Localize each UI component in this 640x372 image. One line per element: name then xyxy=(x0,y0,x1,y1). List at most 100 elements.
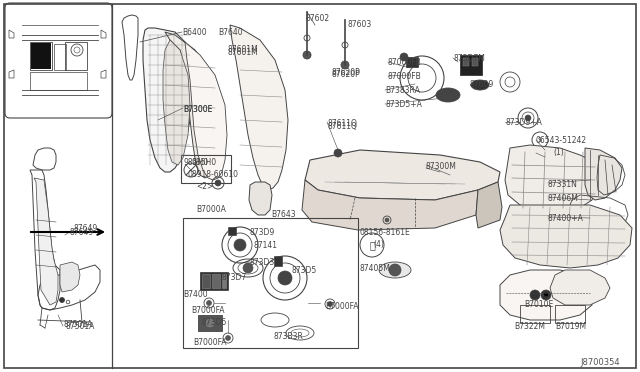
Text: 87620P: 87620P xyxy=(332,70,361,79)
Text: 87649: 87649 xyxy=(73,224,97,233)
Text: 873D5: 873D5 xyxy=(291,266,316,275)
Text: B7000FA: B7000FA xyxy=(191,306,225,315)
Polygon shape xyxy=(60,262,80,292)
Circle shape xyxy=(541,290,551,300)
Text: 87601M: 87601M xyxy=(228,45,259,54)
Text: 08156-8161E: 08156-8161E xyxy=(360,228,411,237)
Text: B7000FA: B7000FA xyxy=(325,302,358,311)
Text: S: S xyxy=(538,137,542,143)
Ellipse shape xyxy=(436,88,460,102)
Polygon shape xyxy=(505,145,600,212)
Bar xyxy=(30,72,87,90)
Polygon shape xyxy=(500,205,632,268)
Text: J8700354: J8700354 xyxy=(580,358,620,367)
Bar xyxy=(212,274,220,288)
Text: 87611Q: 87611Q xyxy=(327,119,357,128)
Text: 985H0: 985H0 xyxy=(184,158,209,167)
Text: 87141: 87141 xyxy=(254,241,278,250)
Bar xyxy=(520,305,550,323)
Circle shape xyxy=(525,115,531,121)
Polygon shape xyxy=(185,42,227,180)
Text: B7300E: B7300E xyxy=(183,105,212,114)
Polygon shape xyxy=(476,182,502,228)
Text: B7019M: B7019M xyxy=(555,322,586,331)
Text: 873B3R: 873B3R xyxy=(274,332,304,341)
Text: 87620P: 87620P xyxy=(332,68,361,77)
Text: B7300E: B7300E xyxy=(183,105,212,114)
Text: B7383RA: B7383RA xyxy=(385,86,420,95)
Polygon shape xyxy=(550,270,610,305)
Polygon shape xyxy=(249,182,272,215)
Circle shape xyxy=(206,319,214,327)
Polygon shape xyxy=(585,148,622,200)
Text: 87601M: 87601M xyxy=(228,48,259,57)
Polygon shape xyxy=(230,25,288,190)
Text: 87603: 87603 xyxy=(348,20,372,29)
Bar xyxy=(183,218,358,348)
Text: 873D6: 873D6 xyxy=(202,318,227,327)
Bar xyxy=(31,43,51,69)
Text: 87000FB: 87000FB xyxy=(388,72,422,81)
Bar xyxy=(463,58,469,66)
Text: B7000FA: B7000FA xyxy=(193,338,227,347)
Polygon shape xyxy=(163,40,190,165)
Circle shape xyxy=(243,263,253,273)
Bar xyxy=(406,57,418,67)
Text: 87000FB: 87000FB xyxy=(388,58,422,67)
Text: 87406M: 87406M xyxy=(548,194,579,203)
Text: 87331N: 87331N xyxy=(548,180,578,189)
Text: (4): (4) xyxy=(373,240,384,249)
Bar xyxy=(198,315,222,331)
Polygon shape xyxy=(143,28,192,172)
Text: B7000A: B7000A xyxy=(196,205,226,214)
Text: 985H0: 985H0 xyxy=(192,158,217,167)
Polygon shape xyxy=(302,180,478,230)
Circle shape xyxy=(334,149,342,157)
Circle shape xyxy=(215,180,221,186)
Bar xyxy=(200,272,228,290)
Circle shape xyxy=(207,301,211,305)
Bar xyxy=(460,55,482,75)
Ellipse shape xyxy=(471,80,489,90)
Polygon shape xyxy=(500,270,592,320)
Circle shape xyxy=(543,292,548,298)
Text: 87501A: 87501A xyxy=(65,322,94,331)
Bar xyxy=(54,44,66,70)
Text: 87611Q: 87611Q xyxy=(327,122,357,131)
Circle shape xyxy=(400,53,408,61)
Circle shape xyxy=(278,271,292,285)
Text: Ⓑ: Ⓑ xyxy=(369,240,375,250)
Text: 08918-60610: 08918-60610 xyxy=(188,170,239,179)
Text: 873D9+A: 873D9+A xyxy=(505,118,542,127)
Text: B6400: B6400 xyxy=(182,28,207,37)
Circle shape xyxy=(328,301,333,307)
Text: 87609: 87609 xyxy=(470,80,494,89)
Ellipse shape xyxy=(379,262,411,278)
Text: (1): (1) xyxy=(553,148,564,157)
Text: B7400: B7400 xyxy=(183,290,207,299)
Polygon shape xyxy=(34,178,58,305)
Bar xyxy=(30,42,52,70)
Text: 873D3: 873D3 xyxy=(249,258,275,267)
Circle shape xyxy=(303,51,311,59)
Circle shape xyxy=(60,298,65,302)
Bar xyxy=(555,305,585,323)
Text: 87501A: 87501A xyxy=(63,320,92,329)
Bar xyxy=(228,227,236,235)
Text: 873D5+A: 873D5+A xyxy=(385,100,422,109)
Text: 87300M: 87300M xyxy=(425,162,456,171)
Text: B7010E: B7010E xyxy=(524,300,553,309)
Bar xyxy=(181,155,231,183)
Circle shape xyxy=(530,290,540,300)
Text: 06543-51242: 06543-51242 xyxy=(536,136,587,145)
Bar xyxy=(65,42,87,70)
Text: <2>: <2> xyxy=(196,182,213,191)
Polygon shape xyxy=(305,150,500,200)
Text: B7643: B7643 xyxy=(271,210,296,219)
Circle shape xyxy=(225,336,230,340)
Text: 873D9: 873D9 xyxy=(249,228,275,237)
Text: 87602: 87602 xyxy=(306,14,330,23)
Text: 873D7M: 873D7M xyxy=(453,54,485,63)
Text: B7640: B7640 xyxy=(218,28,243,37)
Circle shape xyxy=(385,218,389,222)
